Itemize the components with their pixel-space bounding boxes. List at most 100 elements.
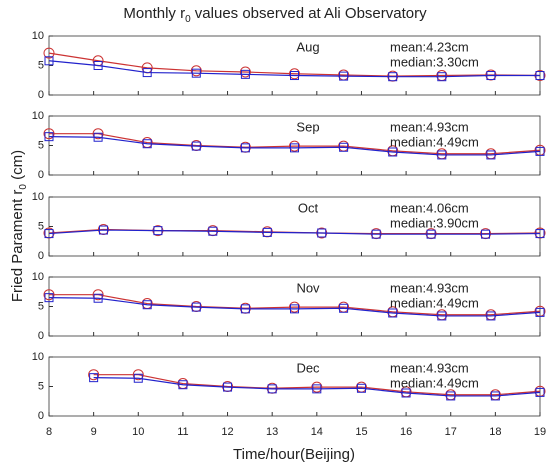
y-tick-label: 0 xyxy=(38,330,44,342)
point xyxy=(490,391,500,401)
series-line xyxy=(48,136,541,156)
mean-label: mean:4.23cm xyxy=(390,39,469,54)
x-tick-label: 16 xyxy=(400,426,412,438)
point xyxy=(535,387,545,397)
x-axis-label: Time/hour(Beijing) xyxy=(233,446,355,463)
point xyxy=(356,383,366,393)
month-label: Aug xyxy=(296,39,319,54)
plot-area xyxy=(48,196,541,257)
point xyxy=(191,68,201,78)
point xyxy=(191,302,201,312)
point xyxy=(93,61,103,70)
x-tick-label: 17 xyxy=(445,426,457,438)
point xyxy=(142,68,152,78)
point xyxy=(223,382,233,392)
point xyxy=(339,303,349,313)
ylabel-part: (cm) xyxy=(9,150,26,184)
y-tick-label: 0 xyxy=(38,410,44,422)
y-tick-label: 10 xyxy=(32,351,44,363)
point xyxy=(486,311,496,321)
series-line xyxy=(93,377,541,397)
point xyxy=(191,141,201,151)
point xyxy=(133,373,143,383)
point xyxy=(190,65,202,77)
month-label: Dec xyxy=(296,360,320,375)
point xyxy=(535,146,545,156)
point xyxy=(311,381,323,393)
mean-label: mean:4.93cm xyxy=(390,360,469,375)
ylabel-subscript: 0 xyxy=(18,184,29,190)
median-label: median:3.30cm xyxy=(390,54,479,69)
point xyxy=(388,147,398,157)
point xyxy=(289,301,300,313)
month-label: Sep xyxy=(296,119,319,134)
point xyxy=(240,304,250,314)
y-tick-label: 10 xyxy=(32,110,44,122)
point xyxy=(92,289,104,301)
y-tick-label: 0 xyxy=(38,169,44,181)
point xyxy=(289,140,300,152)
median-label: median:3.90cm xyxy=(390,215,479,230)
point xyxy=(43,128,55,140)
point xyxy=(486,150,496,160)
y-tick-label: 0 xyxy=(38,89,44,101)
y-tick-label: 5 xyxy=(38,139,44,151)
point xyxy=(208,226,218,236)
point xyxy=(239,66,251,78)
x-tick-label: 19 xyxy=(534,426,546,438)
point xyxy=(142,300,152,310)
point xyxy=(43,47,55,59)
title-part: Monthly r xyxy=(123,5,185,22)
title-subscript: 0 xyxy=(185,14,191,25)
point xyxy=(426,229,436,239)
chart-title: Monthly r0 values observed at Ali Observ… xyxy=(123,5,427,25)
point xyxy=(401,388,411,398)
series-line xyxy=(48,297,541,317)
point xyxy=(317,228,327,238)
point xyxy=(267,384,277,394)
point xyxy=(93,132,103,142)
point xyxy=(486,71,496,81)
x-tick-label: 13 xyxy=(266,426,278,438)
x-tick-label: 18 xyxy=(489,426,501,438)
point xyxy=(388,308,398,318)
series-line xyxy=(48,229,541,235)
mean-label: mean:4.93cm xyxy=(390,280,469,295)
x-tick-label: 14 xyxy=(311,426,323,438)
y-axis-label: Fried Parament r0 (cm) xyxy=(9,150,29,302)
series-line xyxy=(48,60,540,78)
point xyxy=(437,72,447,82)
y-tick-label: 10 xyxy=(32,30,44,42)
x-tick-label: 10 xyxy=(132,426,144,438)
point xyxy=(44,132,54,142)
point xyxy=(437,150,447,160)
ylabel-part: Fried Parament r xyxy=(9,190,26,303)
median-label: median:4.49cm xyxy=(390,295,479,310)
point xyxy=(535,71,545,81)
series-line xyxy=(49,294,541,316)
x-tick-label: 15 xyxy=(355,426,367,438)
series-line xyxy=(93,374,541,396)
point xyxy=(388,72,398,82)
x-tick-label: 11 xyxy=(177,426,188,438)
point xyxy=(262,227,272,237)
point xyxy=(142,139,152,149)
point xyxy=(153,226,163,236)
plot-area xyxy=(48,356,541,417)
point xyxy=(290,143,299,153)
mean-label: mean:4.93cm xyxy=(390,119,469,134)
point xyxy=(92,128,104,140)
x-tick-label: 12 xyxy=(221,426,233,438)
point xyxy=(44,229,54,239)
point xyxy=(437,311,447,321)
point xyxy=(44,293,54,303)
point xyxy=(178,380,188,390)
point xyxy=(89,373,99,383)
y-tick-label: 5 xyxy=(38,300,44,312)
point xyxy=(93,293,103,303)
point xyxy=(44,56,54,66)
point xyxy=(446,391,456,401)
y-tick-label: 0 xyxy=(38,250,44,262)
series-line xyxy=(48,52,541,77)
